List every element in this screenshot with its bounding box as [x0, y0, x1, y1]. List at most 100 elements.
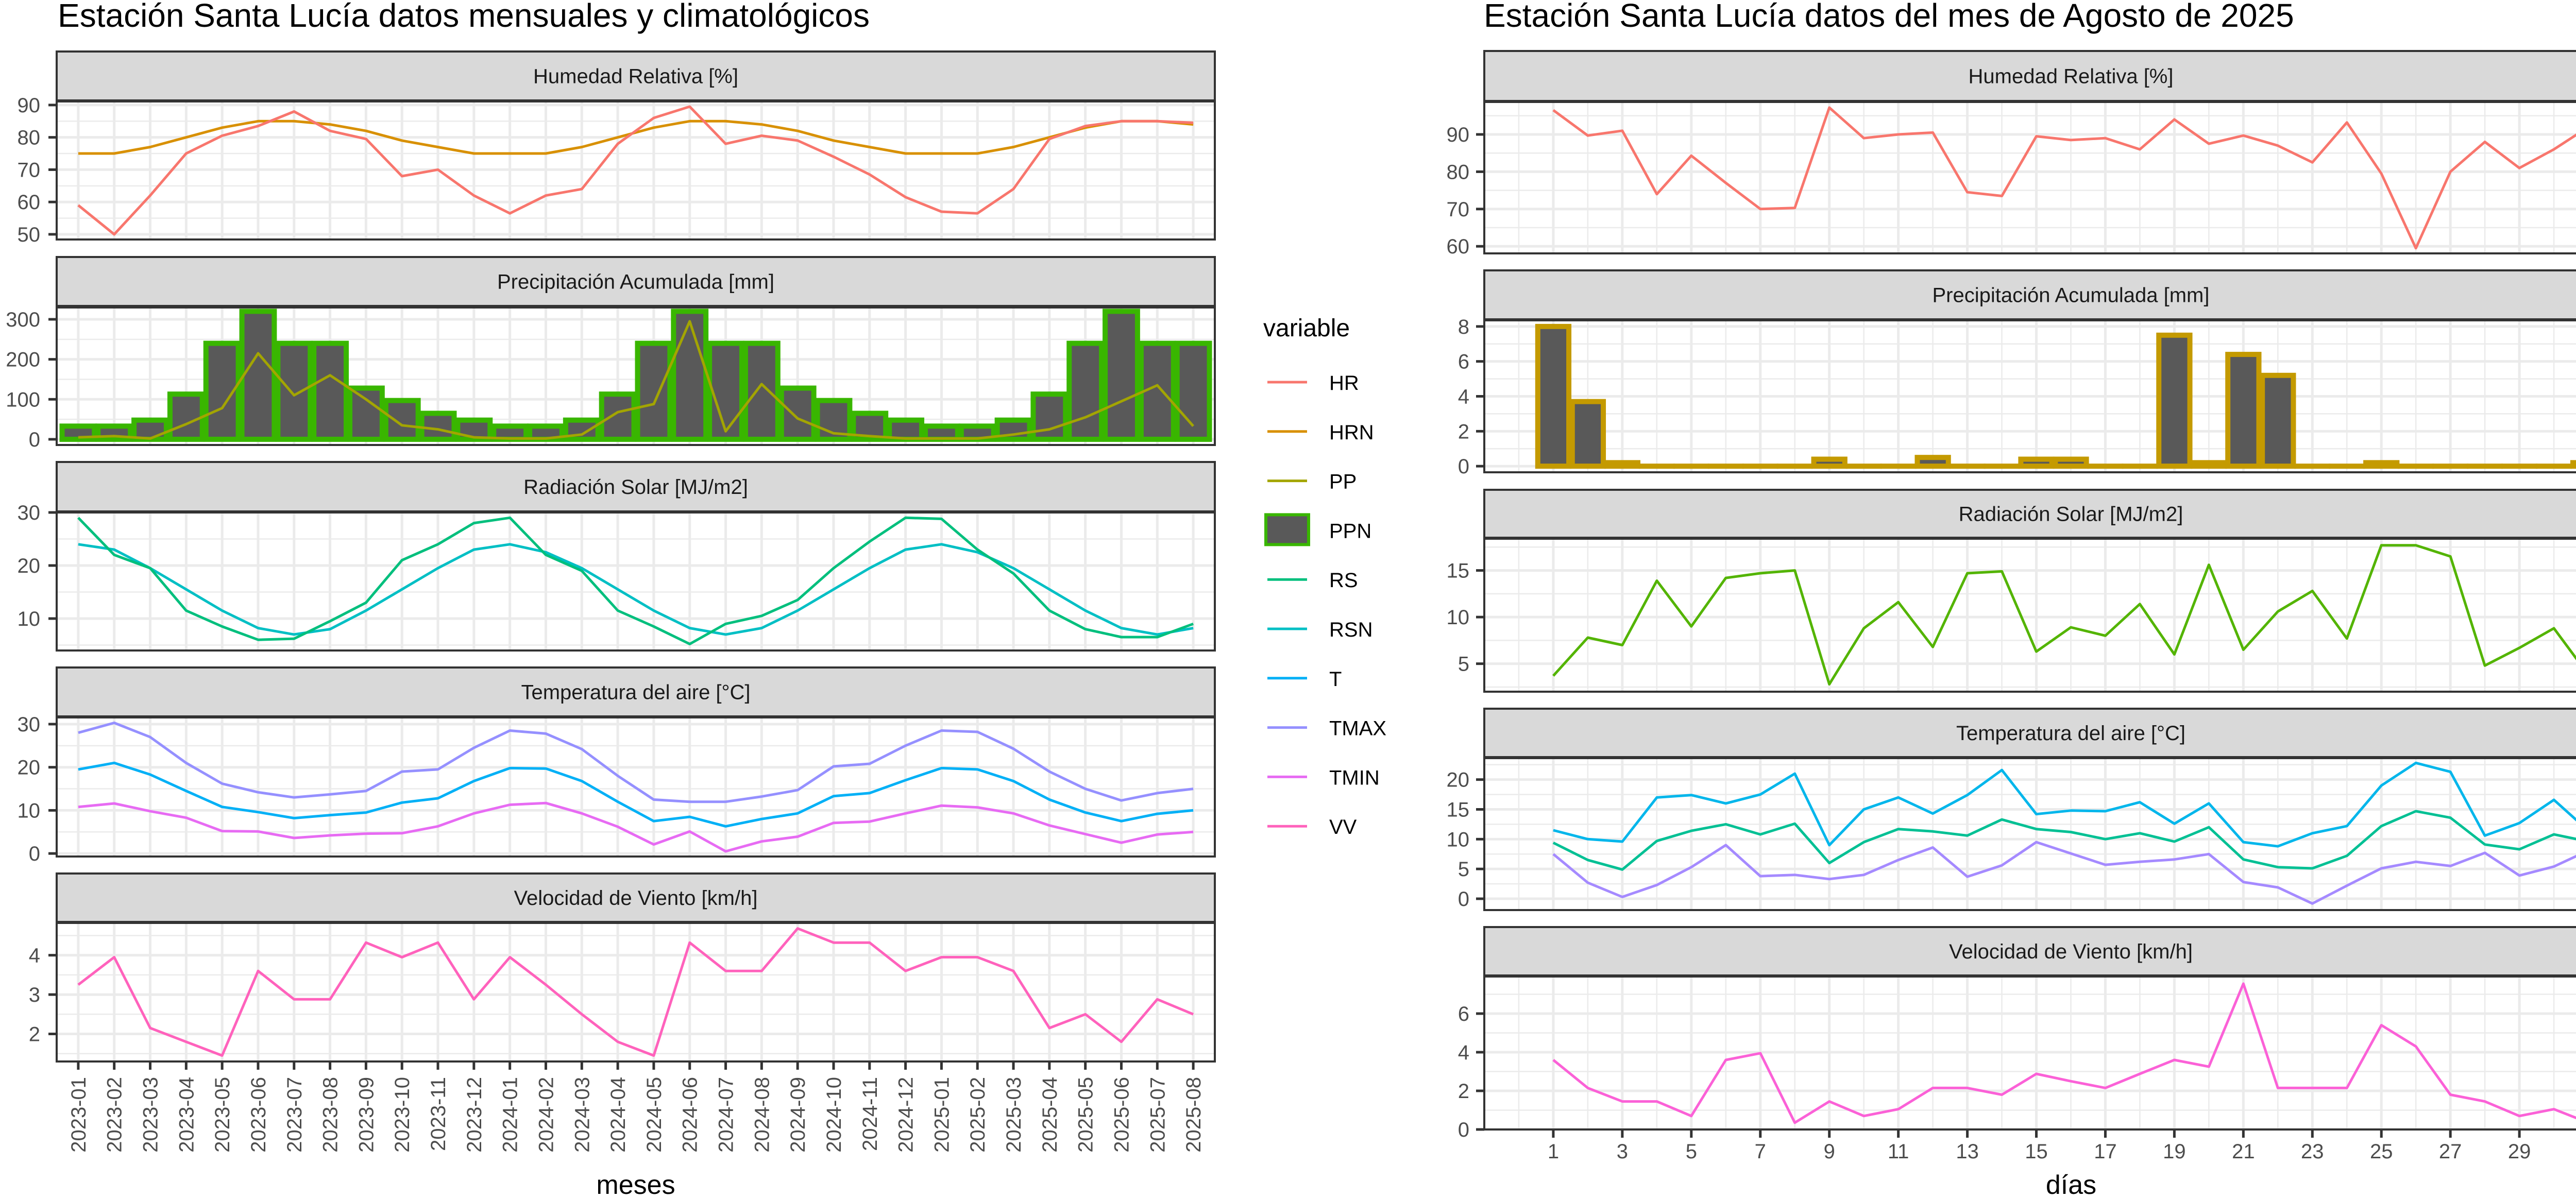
- y-tick-label: 6: [1458, 351, 1469, 373]
- bar-ppn: [1174, 340, 1212, 442]
- monthly-x-axis-title: meses: [596, 1170, 675, 1199]
- strip-border: [56, 256, 1216, 307]
- y-tick-label: 80: [1447, 161, 1470, 183]
- bar-ppn: [599, 391, 637, 442]
- x-tick-label: 2024-02: [535, 1077, 557, 1153]
- y-axis: 60 70 80 90: [1447, 124, 1484, 258]
- y-tick-label: 30: [18, 713, 41, 736]
- y-tick-label: 2: [29, 1023, 40, 1046]
- y-tick-label: 20: [18, 757, 41, 779]
- y-tick-label: 0: [1458, 888, 1469, 911]
- x-tick-label: 2023-04: [175, 1077, 198, 1153]
- x-tick-label: 2024-06: [679, 1077, 702, 1153]
- monthly-legend: variable HR HRN PP PPN RS RSN T TMAX TMIN VV: [1263, 315, 1386, 838]
- bar-pp: [1811, 456, 1848, 469]
- y-tick-label: 20: [1447, 769, 1470, 792]
- panel-temperatura-del-aire-c: Temperatura del aire [°C] 0 5 10 15 20: [1447, 708, 2576, 911]
- bar-ppn: [239, 309, 277, 442]
- x-tick-label: 2023-08: [319, 1077, 342, 1153]
- legend-item-pp: PP: [1267, 471, 1357, 493]
- x-tick-label: 27: [2439, 1140, 2462, 1163]
- series-line-rsn: [78, 543, 1194, 636]
- panel-humedad-relativa: Humedad Relativa [%] 50 60 70 80 90: [18, 50, 1216, 246]
- x-tick-label: 2023-05: [211, 1077, 234, 1153]
- series-line-rs: [1552, 544, 2576, 686]
- points-tmax: [1553, 763, 2554, 847]
- y-tick-label: 0: [29, 429, 40, 451]
- legend-item-hrn: HRN: [1267, 421, 1374, 444]
- y-axis: 5 10 15: [1447, 560, 1484, 676]
- x-tick-label: 2024-10: [823, 1077, 845, 1153]
- points-vv: [1553, 983, 2554, 1123]
- series-line-tmax: [78, 722, 1194, 803]
- panel-background: [57, 923, 1215, 1061]
- monthly-figure: Estación Santa Lucía datos mensuales y c…: [6, 0, 1386, 1199]
- x-tick-label: 2025-06: [1110, 1077, 1133, 1153]
- points-t: [78, 763, 1194, 827]
- x-tick-label: 2024-05: [643, 1077, 666, 1153]
- x-tick-label: 2024-09: [787, 1077, 809, 1153]
- gridlines: [1484, 320, 2576, 472]
- bar-ppn: [59, 423, 97, 442]
- x-tick-label: 2023-01: [67, 1077, 90, 1153]
- gridlines: [57, 101, 1215, 239]
- strip-label: Radiación Solar [MJ/m2]: [1959, 503, 2183, 526]
- legend-label: RS: [1329, 569, 1358, 592]
- y-tick-label: 0: [1458, 1119, 1469, 1141]
- bar-ppn: [778, 385, 817, 442]
- x-tick-label: 2024-01: [499, 1077, 522, 1153]
- y-axis: 50 60 70 80 90: [18, 94, 57, 246]
- series-line-t: [1552, 810, 2576, 871]
- bar-ppn: [1030, 391, 1069, 442]
- y-axis: 0 2 4 6: [1458, 1003, 1484, 1141]
- bar-ppn: [419, 410, 457, 442]
- strip-border: [56, 872, 1216, 923]
- legend-item-tmax: TMAX: [1267, 717, 1386, 740]
- gridlines: [57, 923, 1215, 1061]
- strip-label: Radiación Solar [MJ/m2]: [523, 476, 748, 499]
- panel-background: [1484, 758, 2576, 910]
- daily-figure: Estación Santa Lucía datos del mes de Ag…: [1447, 0, 2576, 1199]
- y-tick-label: 15: [1447, 560, 1470, 583]
- x-tick-label: 2025-08: [1182, 1077, 1205, 1153]
- strip-label: Velocidad de Viento [km/h]: [514, 887, 758, 910]
- series-line-tmin: [78, 801, 1194, 853]
- bar-ppn: [707, 340, 744, 442]
- x-tick-label: 3: [1617, 1140, 1628, 1163]
- strip-border: [56, 666, 1216, 717]
- y-tick-label: 0: [29, 843, 40, 865]
- x-tick-label: 2023-02: [104, 1077, 126, 1153]
- strip-label: Precipitación Acumulada [mm]: [497, 271, 774, 294]
- x-tick-label: 13: [1956, 1140, 1979, 1163]
- strip-border: [1483, 926, 2576, 977]
- y-tick-label: 10: [18, 608, 41, 630]
- x-tick-label: 23: [2301, 1140, 2324, 1163]
- bar-pp: [2570, 460, 2576, 469]
- x-tick-label: 2025-01: [930, 1077, 953, 1153]
- points-pp: [78, 321, 1194, 439]
- x-tick-label: 1: [1548, 1140, 1559, 1163]
- x-tick-label: 9: [1824, 1140, 1835, 1163]
- y-tick-label: 60: [1447, 235, 1470, 258]
- points-rsn: [78, 544, 1194, 635]
- y-axis: 0 100 200 300: [6, 309, 57, 451]
- bar-ppn: [347, 385, 385, 442]
- legend-key-ppn: [1264, 513, 1310, 546]
- strip-background: [1483, 50, 2576, 102]
- legend-label: T: [1329, 668, 1342, 691]
- bar-pp: [1604, 460, 1641, 469]
- legend-label: RSN: [1329, 619, 1372, 641]
- y-tick-label: 0: [1458, 455, 1469, 478]
- y-tick-label: 4: [1458, 1041, 1469, 1064]
- x-tick-label: 2023-10: [391, 1077, 414, 1153]
- x-tick-label: 2023-11: [427, 1077, 450, 1151]
- strip-label: Humedad Relativa [%]: [1969, 65, 2174, 88]
- bar-pp: [1535, 323, 1572, 469]
- series-line-hrn: [78, 119, 1194, 155]
- points-vv: [78, 928, 1194, 1056]
- panel-radiaci-n-solar-mj-m2: Radiación Solar [MJ/m2] 10 20 30: [18, 461, 1216, 652]
- daily-title: Estación Santa Lucía datos del mes de Ag…: [1484, 0, 2294, 34]
- panel-velocidad-de-viento-km-h: Velocidad de Viento [km/h] 0 2 4 6: [1458, 926, 2576, 1141]
- y-tick-label: 5: [1458, 653, 1469, 676]
- x-tick-label: 2025-07: [1146, 1077, 1169, 1153]
